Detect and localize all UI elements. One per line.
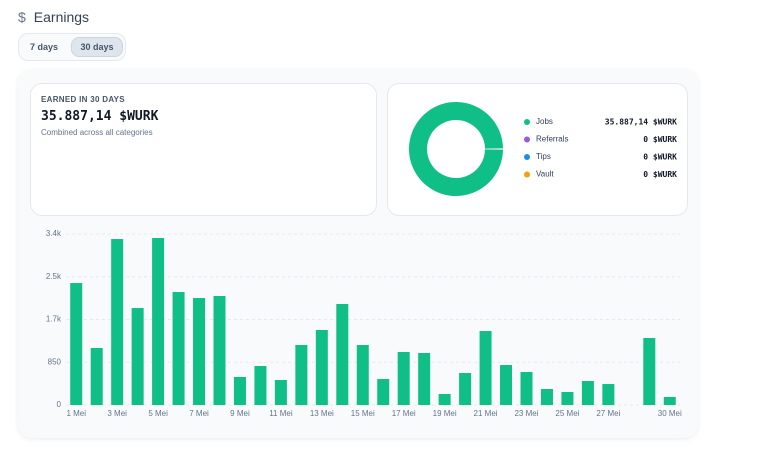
summary-value: 35.887,14 $WURK (41, 109, 159, 124)
x-tick-label: 11 Mei (269, 409, 293, 418)
bar (356, 344, 369, 405)
y-tick-label: 2.5k (46, 272, 62, 281)
bar (643, 338, 656, 405)
bar (70, 283, 83, 405)
summary-note: Combined across all categories (41, 128, 153, 137)
x-tick-label: 17 Mei (392, 409, 416, 418)
bar (152, 238, 165, 405)
bar (193, 298, 206, 405)
bar (602, 384, 615, 405)
bar (500, 365, 513, 405)
legend-dot (524, 171, 530, 178)
x-tick-label: 21 Mei (474, 409, 498, 418)
x-tick-label: 15 Mei (351, 409, 375, 418)
bar (418, 352, 431, 405)
bar (581, 381, 594, 405)
tab-active[interactable]: 30 days (71, 37, 123, 57)
y-tick-label: 0 (57, 400, 62, 409)
bar (172, 292, 185, 405)
bar (561, 392, 574, 405)
x-tick-label: 25 Mei (555, 409, 579, 418)
bar (111, 239, 124, 405)
header-title: Earnings (33, 9, 90, 25)
bar (459, 373, 472, 405)
y-tick-label: 3.4k (46, 229, 62, 238)
bar (90, 348, 103, 405)
legend-label: Vault (536, 170, 554, 179)
summary-label: EARNED IN 30 DAYS (41, 95, 125, 104)
x-tick-label: 23 Mei (514, 409, 538, 418)
bar (336, 304, 349, 405)
x-tick-label: 30 Mei (658, 409, 682, 418)
header: $ Earnings (18, 9, 89, 25)
bar (397, 351, 410, 405)
x-tick-label: 5 Mei (148, 409, 168, 418)
x-tick-label: 1 Mei (66, 409, 86, 418)
bar (131, 308, 144, 405)
tab[interactable]: 7 days (29, 42, 59, 52)
bar (520, 372, 533, 405)
x-tick-label: 7 Mei (189, 409, 209, 418)
bar (254, 366, 267, 405)
bar (233, 376, 246, 405)
bar (213, 296, 226, 405)
x-tick-label: 9 Mei (230, 409, 250, 418)
legend-label: Jobs (536, 117, 553, 126)
legend-value: 0 $WURK (643, 135, 677, 144)
y-tick-label: 850 (48, 357, 62, 366)
bar (540, 389, 553, 405)
x-tick-label: 3 Mei (107, 409, 127, 418)
donut-slice (409, 101, 503, 196)
bar (438, 393, 451, 405)
tab-group: 7 days 30 days (18, 33, 126, 61)
bar (663, 397, 676, 405)
bar (274, 380, 287, 405)
breakdown-card (387, 83, 688, 216)
legend-dot (524, 154, 530, 160)
bar (295, 344, 308, 405)
bar (479, 331, 492, 405)
y-tick-label: 1.7k (46, 315, 62, 324)
legend-dot (524, 119, 530, 125)
x-tick-label: 19 Mei (433, 409, 457, 418)
header-icon: $ (18, 9, 26, 25)
legend-value: 0 $WURK (643, 170, 677, 179)
legend-label: Referrals (536, 135, 568, 144)
x-tick-label: 27 Mei (596, 409, 620, 418)
legend-label: Tips (536, 152, 551, 161)
bar (315, 330, 328, 405)
legend-value: 35.887,14 $WURK (605, 118, 677, 127)
summary-card: EARNED IN 30 DAYS 35.887,14 $WURK Combin… (30, 83, 377, 216)
bar (377, 378, 390, 405)
legend-dot (524, 136, 530, 143)
legend-value: 0 $WURK (643, 153, 677, 162)
x-tick-label: 13 Mei (310, 409, 334, 418)
